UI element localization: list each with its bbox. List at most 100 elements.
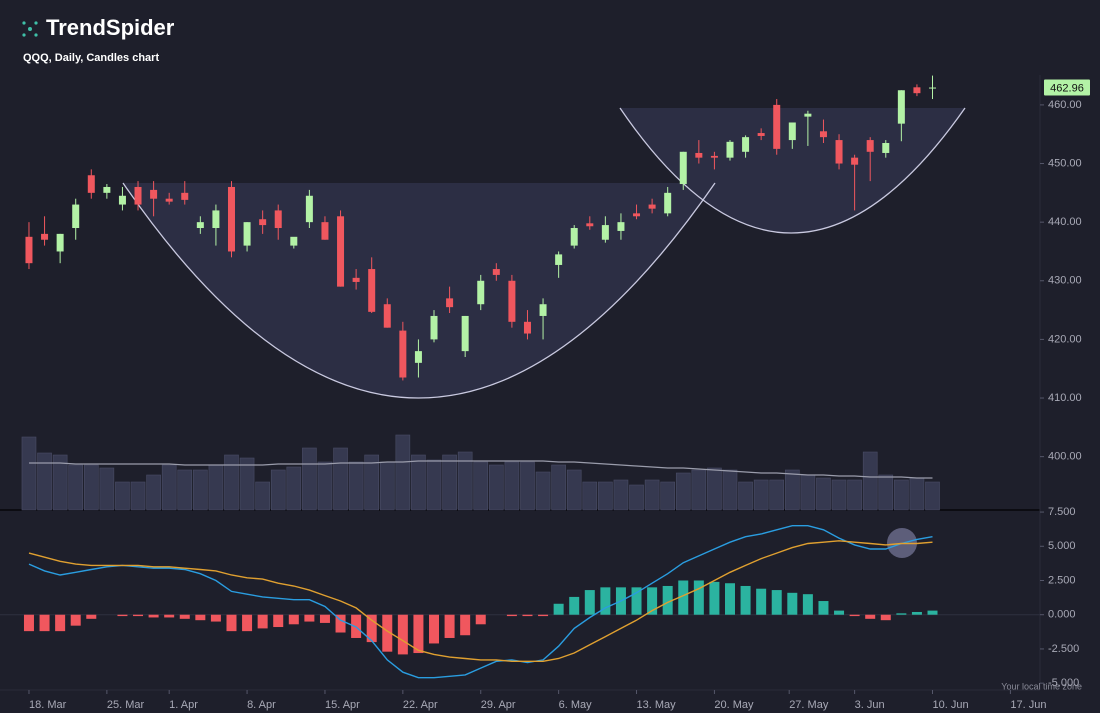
candle-body	[25, 236, 33, 264]
candle-body	[337, 216, 345, 287]
macd-histogram-bar	[304, 614, 315, 622]
macd-histogram-bar	[506, 614, 517, 617]
macd-histogram-bar	[631, 587, 642, 615]
volume-bar	[800, 474, 816, 511]
logo-dot	[34, 33, 38, 37]
macd-histogram-bar	[802, 594, 813, 615]
macd-histogram-bar	[133, 614, 144, 617]
macd-histogram-bar	[787, 592, 798, 615]
macd-histogram-bar	[210, 614, 221, 622]
candle-body	[523, 321, 531, 334]
macd-line	[28, 540, 933, 662]
y-tick-label: 2.500	[1048, 574, 1076, 586]
candle-body	[290, 236, 298, 246]
macd-histogram-bar	[818, 601, 829, 615]
x-tick-label: 22. Apr	[403, 699, 438, 711]
y-tick-label: 0.000	[1048, 609, 1076, 621]
macd-histogram-bar	[429, 614, 440, 644]
candle-body	[897, 90, 905, 124]
volume-bar	[302, 447, 317, 511]
cup-curve	[122, 182, 716, 399]
volume-bar	[37, 452, 52, 511]
volume-bar	[504, 461, 520, 511]
volume-bar	[598, 481, 613, 511]
volume-bar	[115, 481, 130, 511]
x-tick-label: 20. May	[714, 699, 754, 711]
volume-bar	[146, 474, 161, 511]
y-tick-label: 450.00	[1048, 157, 1082, 169]
logo-dot	[34, 21, 38, 25]
y-tick-label: 400.00	[1048, 451, 1082, 463]
macd-histogram-bar	[413, 614, 424, 654]
macd-histogram-bar	[70, 614, 81, 626]
volume-bar	[177, 469, 193, 511]
volume-bar	[629, 484, 644, 511]
volume-bar	[208, 464, 224, 511]
volume-bar	[909, 477, 925, 511]
candle-body	[617, 222, 625, 231]
volume-bar	[691, 469, 707, 511]
candle-body	[56, 233, 64, 252]
volume-bar	[675, 472, 691, 511]
candle-body	[41, 233, 49, 240]
macd-histogram-bar	[553, 603, 564, 615]
macd-histogram-bar	[288, 614, 299, 625]
volume-bar	[489, 464, 504, 511]
macd-histogram-bar	[647, 587, 658, 615]
macd-histogram-bar	[444, 614, 455, 638]
volume-bar	[317, 461, 333, 511]
candle-body	[882, 143, 890, 153]
y-tick-label: 7.500	[1048, 506, 1076, 518]
volume-bar	[333, 447, 348, 511]
candle-body	[726, 141, 734, 158]
macd-histogram-bar	[600, 587, 611, 615]
candle-body	[633, 213, 641, 217]
volume-bar	[255, 481, 270, 511]
candle-body	[539, 304, 547, 316]
volume-bar	[551, 464, 566, 511]
logo-dot	[22, 33, 26, 37]
candle-body	[461, 315, 469, 352]
macd-histogram-bar	[771, 590, 782, 615]
candle-body	[866, 140, 874, 152]
volume-bar	[660, 481, 675, 511]
volume-bar	[426, 459, 442, 511]
macd-histogram-bar	[475, 614, 486, 625]
candle-body	[913, 87, 921, 94]
candle-body	[742, 137, 750, 152]
volume-bar	[161, 464, 177, 511]
candle-body	[757, 133, 765, 136]
macd-histogram-bar	[257, 614, 268, 629]
volume-bar	[239, 457, 255, 511]
y-tick-label: 420.00	[1048, 333, 1082, 345]
volume-bar	[395, 434, 411, 511]
candle-body	[399, 330, 407, 378]
x-tick-label: 25. Mar	[107, 699, 145, 711]
x-tick-label: 3. Jun	[855, 699, 885, 711]
y-tick-label: -2.500	[1048, 643, 1079, 655]
volume-bar	[457, 451, 473, 511]
volume-bar	[613, 479, 629, 511]
candle-body	[72, 204, 80, 229]
brand: TrendSpider	[46, 15, 175, 40]
x-tick-label: 6. May	[559, 699, 593, 711]
y-tick-label: 440.00	[1048, 216, 1082, 228]
candle-body	[446, 298, 454, 308]
macd-histogram-bar	[724, 583, 735, 615]
candle-body	[352, 277, 360, 282]
handle-curve	[619, 107, 966, 234]
volume-bar	[894, 479, 909, 511]
macd-histogram-bar	[865, 614, 876, 619]
volume-bar	[379, 461, 395, 511]
candle-body	[368, 269, 376, 312]
logo-dot	[22, 21, 26, 25]
volume-bar	[52, 454, 68, 511]
macd-histogram-bar	[195, 614, 206, 621]
candle-body	[243, 222, 251, 246]
candle-body	[212, 210, 220, 229]
candle-body	[929, 87, 937, 89]
macd-histogram-bar	[460, 614, 471, 636]
macd-histogram-bar	[896, 613, 907, 615]
